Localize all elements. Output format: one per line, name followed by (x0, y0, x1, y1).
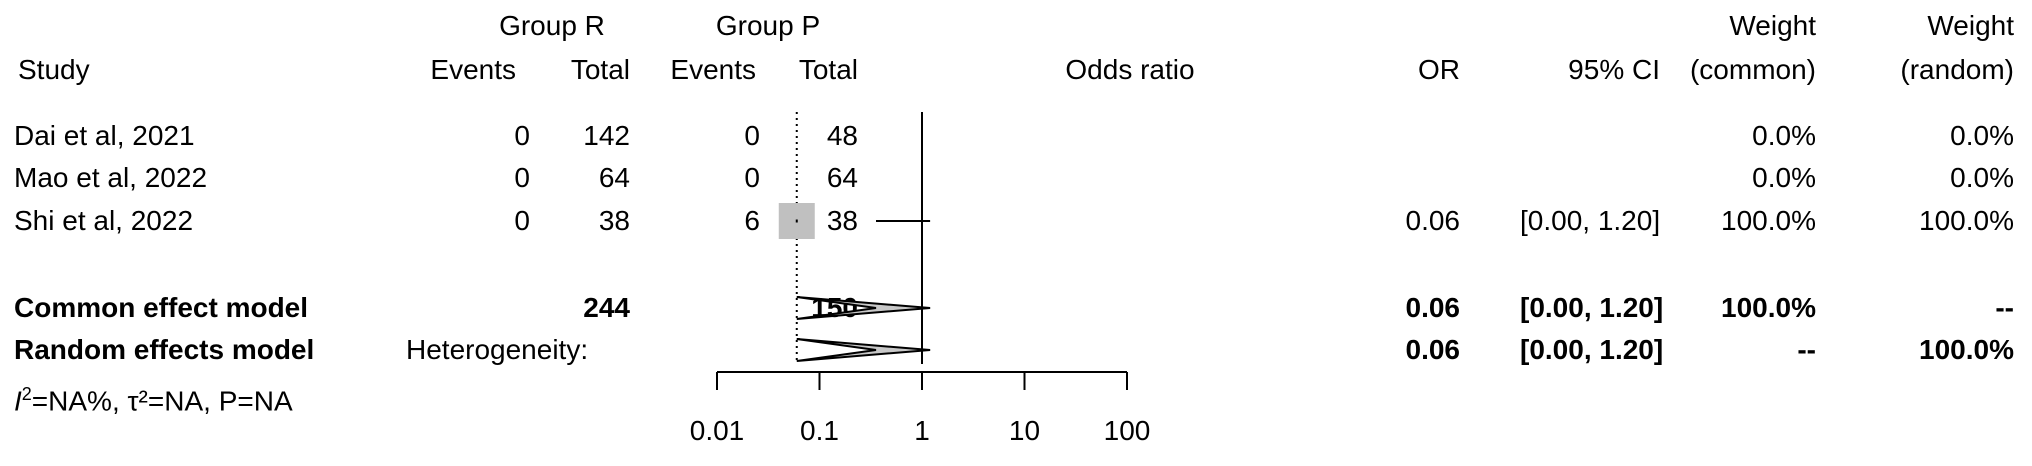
study-events-r-2: 0 (514, 162, 530, 193)
pooled-diamond (796, 296, 931, 320)
heterogeneity-label: Heterogeneity: (406, 334, 589, 365)
study-name-2: Mao et al, 2022 (14, 162, 208, 193)
header-ci: 95% CI (1568, 54, 1660, 85)
random-weight-common: -- (1797, 334, 1816, 365)
header-weight-random-2: (random) (1900, 54, 2014, 85)
study-weight-random-2: 0.0% (1950, 162, 2014, 193)
study-events-p-3: 6 (744, 205, 760, 236)
heterogeneity-stats-text: =NA%, τ²=NA, P=NA (31, 385, 293, 417)
study-or-3: 0.06 (1405, 205, 1461, 236)
random-ci: [0.00, 1.20] (1520, 334, 1664, 365)
study-events-p-1: 0 (744, 120, 760, 151)
random-or: 0.06 (1405, 334, 1461, 365)
common-label: Common effect model (14, 292, 309, 323)
study-total-p-1: 48 (826, 120, 858, 151)
x-tick-label: 10 (1009, 415, 1040, 446)
i2-symbol: I (14, 385, 22, 417)
study-total-r-3: 38 (598, 205, 630, 236)
header-events-r: Events (430, 54, 516, 85)
study-weight-common-3: 100.0% (1721, 205, 1816, 236)
x-tick-label: 0.1 (800, 415, 839, 446)
study-weight-common-1: 0.0% (1752, 120, 1816, 151)
random-weight-random: 100.0% (1919, 334, 2014, 365)
header-odds-ratio: Odds ratio (1065, 54, 1195, 85)
study-total-r-1: 142 (583, 120, 630, 151)
common-weight-random: -- (1995, 292, 2014, 323)
i2-superscript: 2 (21, 384, 32, 404)
header-study: Study (18, 54, 90, 85)
header-weight-common-2: (common) (1689, 54, 1816, 85)
study-weight-random-1: 0.0% (1950, 120, 2014, 151)
pooled-diamond (796, 338, 931, 362)
common-weight-common: 100.0% (1721, 292, 1816, 323)
header-or: OR (1418, 54, 1460, 85)
heterogeneity-stats: I2=NA%, τ²=NA, P=NA (14, 378, 293, 417)
study-total-p-3: 38 (826, 205, 858, 236)
header-total-r: Total (570, 54, 630, 85)
header-weight-common-1: Weight (1729, 10, 1816, 41)
study-weight-common-2: 0.0% (1752, 162, 1816, 193)
study-total-p-2: 64 (826, 162, 858, 193)
header-group-p: Group P (715, 10, 821, 41)
study-name-1: Dai et al, 2021 (14, 120, 195, 151)
study-events-p-2: 0 (744, 162, 760, 193)
study-weight-random-3: 100.0% (1919, 205, 2014, 236)
x-tick-label: 100 (1104, 415, 1151, 446)
study-name-3: Shi et al, 2022 (14, 205, 194, 236)
random-label: Random effects model (14, 334, 315, 365)
header-events-p: Events (670, 54, 756, 85)
study-total-r-2: 64 (598, 162, 630, 193)
common-total-r: 244 (583, 292, 630, 323)
header-group-r: Group R (499, 10, 605, 41)
study-events-r-1: 0 (514, 120, 530, 151)
study-events-r-3: 0 (514, 205, 530, 236)
header-total-p: Total (798, 54, 858, 85)
x-tick-label: 1 (914, 415, 930, 446)
x-tick-label: 0.01 (690, 415, 745, 446)
study-ci-3: [0.00, 1.20] (1520, 205, 1661, 236)
common-ci: [0.00, 1.20] (1520, 292, 1664, 323)
common-or: 0.06 (1405, 292, 1461, 323)
header-weight-random-1: Weight (1927, 10, 2014, 41)
